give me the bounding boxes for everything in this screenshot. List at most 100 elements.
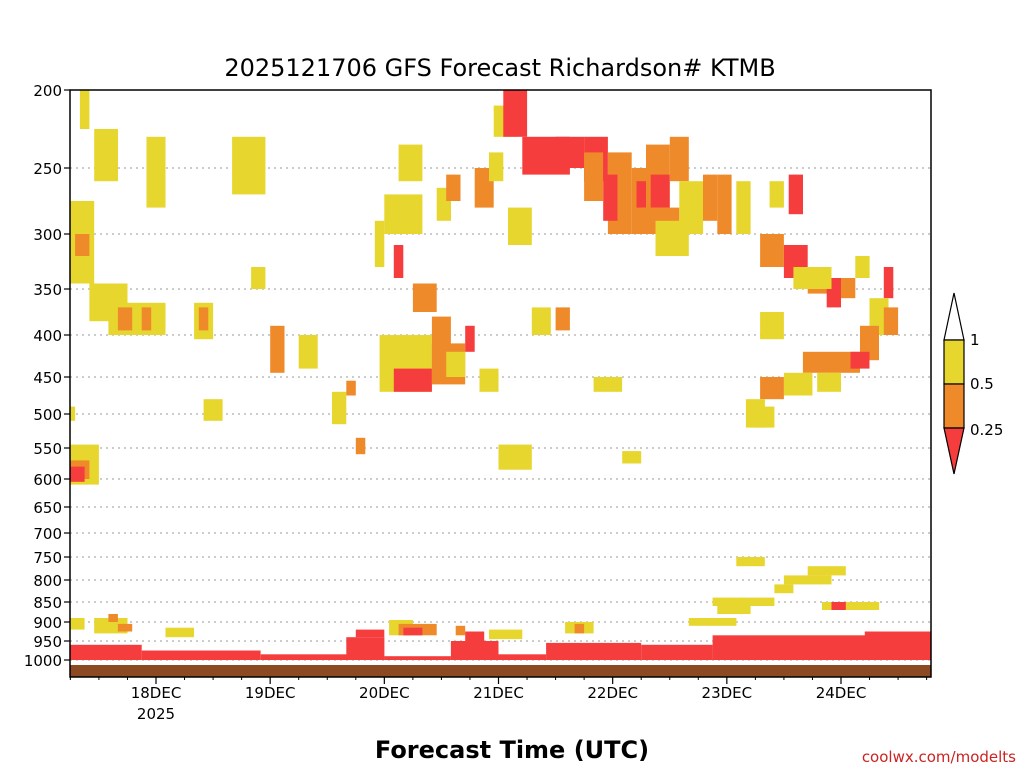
heatmap-cell [70, 618, 85, 630]
heatmap-cell [556, 137, 585, 168]
heatmap-cell [641, 645, 712, 660]
heatmap-cell [489, 630, 522, 640]
y-tick-label: 700 [33, 525, 62, 543]
legend-label: 1 [970, 331, 980, 349]
y-tick-label: 900 [33, 614, 62, 632]
heatmap-cell [199, 307, 209, 330]
heatmap-cell [822, 602, 879, 610]
y-tick-label: 350 [33, 281, 62, 299]
heatmap-cell [770, 181, 784, 207]
y-tick-label: 950 [33, 633, 62, 651]
ground-layer [70, 665, 931, 677]
x-tick-sublabel: 2025 [137, 705, 175, 723]
y-tick-label: 300 [33, 226, 62, 244]
credit-text: coolwx.com/modelts [862, 748, 1016, 766]
heatmap-cell [584, 152, 603, 201]
y-tick-label: 500 [33, 406, 62, 424]
heatmap-cell [793, 267, 831, 289]
heatmap-cell [465, 632, 484, 642]
y-tick-label: 650 [33, 499, 62, 517]
heatmap-cell [356, 630, 385, 638]
y-tick-label: 400 [33, 327, 62, 345]
data-layer [70, 90, 931, 660]
heatmap-cell [499, 445, 532, 470]
heatmap-cell [508, 208, 532, 245]
heatmap-cell [832, 602, 846, 610]
heatmap-cell [855, 256, 869, 278]
heatmap-cell [413, 284, 437, 313]
heatmap-cell [760, 377, 784, 399]
heatmap-cell [403, 628, 422, 636]
heatmap-cell [717, 175, 731, 234]
legend-bin-0.5-1 [944, 340, 964, 384]
heatmap-cell [713, 598, 775, 606]
heatmap-cell [717, 606, 750, 614]
y-tick-label: 200 [33, 82, 62, 100]
heatmap-cell [546, 643, 641, 660]
x-axis-label: Forecast Time (UTC) [375, 736, 649, 764]
heatmap-cell [384, 194, 422, 234]
heatmap-cell [232, 137, 265, 195]
heatmap-cell [865, 632, 931, 640]
heatmap-cell [532, 307, 551, 335]
heatmap-cell [394, 245, 404, 278]
heatmap-cell [108, 614, 118, 622]
y-tick-label: 250 [33, 160, 62, 178]
heatmap-cell [94, 129, 118, 181]
legend-bin-above-1 [944, 293, 964, 340]
heatmap-cell [356, 438, 366, 454]
heatmap-cell [70, 407, 75, 421]
legend-label: 0.5 [970, 375, 994, 393]
heatmap-cell [251, 267, 265, 289]
grid-layer [70, 168, 931, 660]
legend-bin-0.25-0.5 [944, 384, 964, 428]
heatmap-cell [679, 181, 703, 234]
heatmap-cell [75, 234, 89, 256]
x-tick-label: 24DEC [816, 684, 867, 702]
heatmap-cell [465, 326, 475, 352]
heatmap-cell [166, 628, 195, 638]
heatmap-cell [575, 624, 585, 634]
heatmap-cell [499, 654, 547, 660]
color-legend: 10.50.25 [944, 293, 1003, 474]
y-tick-label: 450 [33, 369, 62, 387]
heatmap-cell [261, 654, 356, 660]
x-tick-label: 22DEC [587, 684, 638, 702]
heatmap-cell [689, 618, 737, 626]
heatmap-cell [375, 221, 385, 267]
y-tick-label: 750 [33, 549, 62, 567]
heatmap-cell [451, 641, 499, 660]
heatmap-cell [736, 181, 750, 234]
heatmap-cell [489, 152, 503, 181]
heatmap-cell [784, 575, 832, 584]
heatmap-cell [817, 373, 841, 392]
heatmap-cell [108, 303, 165, 335]
heatmap-cell [755, 407, 774, 428]
heatmap-cell [774, 584, 793, 593]
y-tick-label: 1000 [24, 652, 62, 670]
heatmap-cell [760, 312, 784, 339]
heatmap-cell [603, 175, 617, 221]
heatmap-cell [703, 175, 717, 221]
heatmap-cell [446, 175, 460, 201]
heatmap-cell [70, 645, 142, 660]
heatmap-cell [760, 234, 784, 267]
x-tick-label: 23DEC [702, 684, 753, 702]
heatmap-cell [884, 307, 898, 335]
heatmap-cell [651, 175, 670, 208]
heatmap-cell [142, 651, 261, 661]
heatmap-cell [808, 566, 846, 575]
heatmap-cell [784, 373, 813, 396]
heatmap-cell [503, 90, 527, 137]
heatmap-cell [346, 637, 384, 660]
heatmap-cell [147, 137, 166, 208]
heatmap-cell [480, 369, 499, 392]
heatmap-cell [118, 307, 132, 330]
x-tick-label: 21DEC [473, 684, 524, 702]
heatmap-cell [736, 557, 765, 566]
y-axis: 2002503003504004505005506006507007508008… [24, 82, 70, 670]
heatmap-cell [384, 656, 451, 660]
